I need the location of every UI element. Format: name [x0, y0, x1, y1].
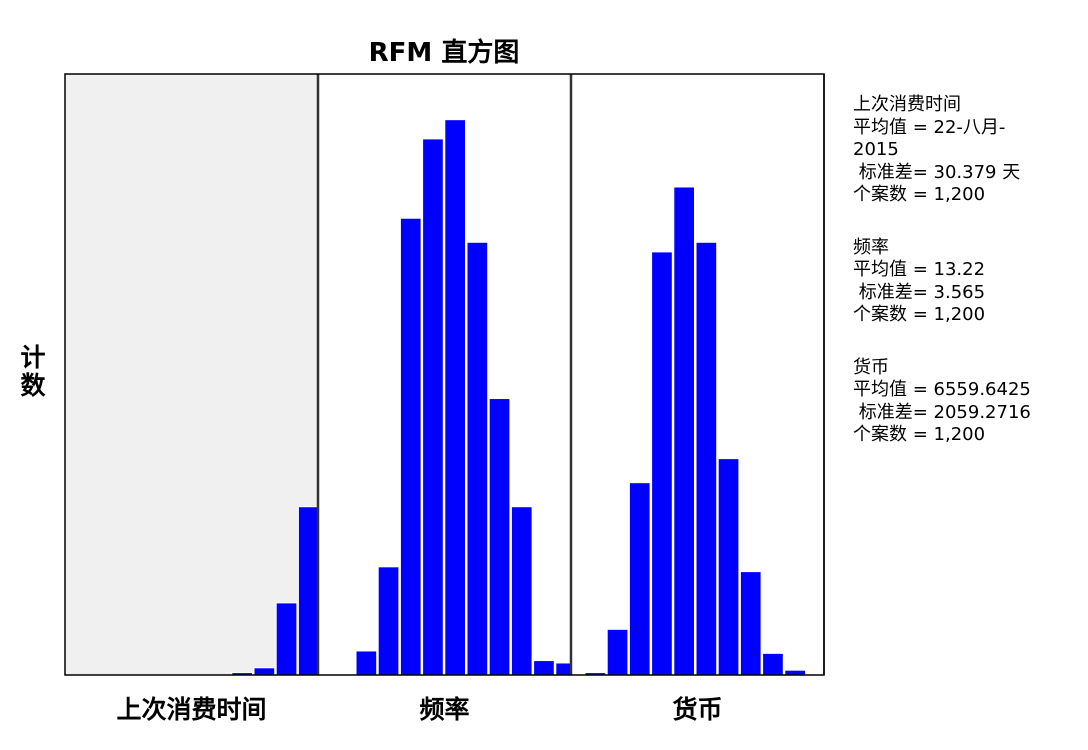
panel-1: 频率 [318, 74, 577, 724]
histogram-bar [297, 506, 320, 676]
histogram-bar [422, 138, 444, 676]
stats-line: 频率 [853, 236, 889, 258]
chart-title: RFM 直方图 [369, 37, 520, 68]
stats-block: 货币 平均值 = 6559.6425 标准差= 2059.2716 个案数 = 1,… [853, 357, 1085, 447]
panel-x-label: 货币 [672, 695, 722, 724]
histogram-bar [488, 398, 511, 676]
histogram-bar [510, 506, 533, 676]
histogram-bar [466, 241, 489, 676]
y-axis-label-char: 计 [20, 343, 45, 372]
panel-x-label: 上次消费时间 [116, 695, 266, 724]
panel-background [65, 74, 318, 675]
histogram-bar [762, 652, 784, 676]
histogram-bar [275, 602, 298, 676]
stats-line: 2015 [853, 139, 899, 160]
stats-line: 上次消费时间 [853, 94, 961, 115]
statistics-legend: 上次消费时间 平均值 = 22-八月- 2015 标准差= 30.379 天个案数 … [853, 94, 1085, 477]
stats-line: 货币 [853, 356, 889, 378]
stats-line: 平均值 = 13.22 [853, 259, 986, 280]
histogram-bar [651, 251, 673, 676]
stats-line: 个案数 = 1,200 [853, 184, 986, 205]
histogram-bar [533, 660, 555, 676]
histogram-bar [628, 482, 651, 676]
stats-line: 标准差= 3.565 [853, 281, 986, 303]
stats-line: 平均值 = 6559.6425 [853, 379, 1031, 400]
stats-line: 个案数 = 1,200 [853, 424, 986, 445]
histogram-bar [695, 241, 718, 676]
panel-2: 货币 [571, 74, 824, 724]
stats-block: 频率 平均值 = 13.22 标准差= 3.565 个案数 = 1,200 [853, 237, 1085, 327]
histogram-bar [355, 650, 378, 676]
histogram-bar [606, 628, 629, 676]
histogram-panels: 上次消费时间 频率 货币 [65, 74, 825, 724]
stats-block: 上次消费时间 平均值 = 22-八月- 2015 标准差= 30.379 天个案数 … [853, 94, 1085, 207]
histogram-bar [399, 217, 422, 676]
stats-line: 标准差= 30.379 天 [853, 161, 1021, 183]
histogram-bar [377, 566, 400, 676]
plot-frame [64, 73, 825, 676]
histogram-bar [444, 119, 466, 676]
stats-line: 平均值 = 22-八月- [853, 116, 1006, 138]
stats-line: 个案数 = 1,200 [853, 304, 986, 325]
histogram-bar [253, 667, 276, 676]
histogram-bar [739, 571, 762, 676]
stats-line: 标准差= 2059.2716 [853, 401, 1031, 423]
panel-x-label: 频率 [419, 695, 469, 724]
y-axis-label: 计数 [20, 343, 46, 400]
y-axis-label-char: 数 [20, 371, 46, 400]
histogram-bar [717, 458, 740, 676]
histogram-bar [673, 186, 695, 676]
